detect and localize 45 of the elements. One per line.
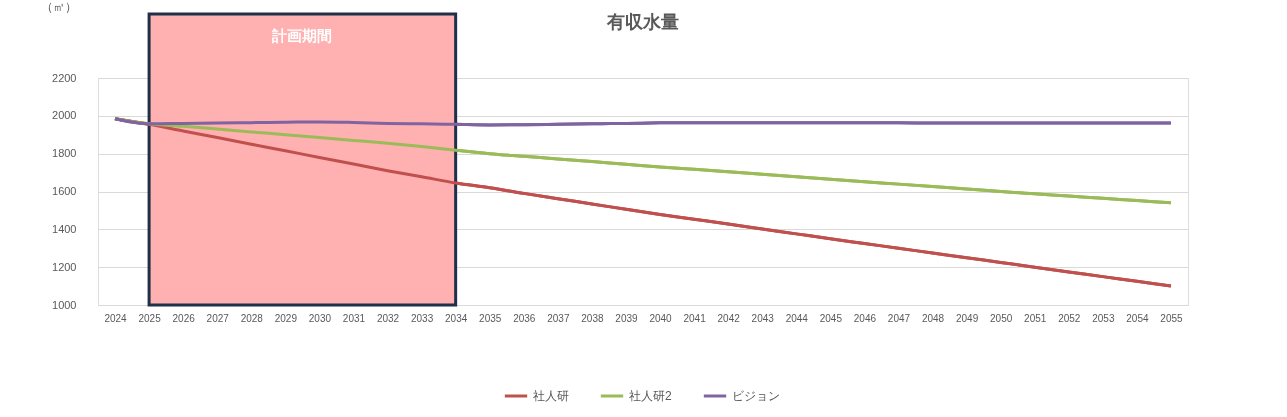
x-tick-label: 2042 bbox=[717, 312, 741, 324]
x-tick-label: 2025 bbox=[138, 312, 162, 324]
legend-label: 社人研2 bbox=[629, 389, 672, 403]
legend-label: 社人研 bbox=[533, 389, 569, 403]
x-tick-label: 2036 bbox=[513, 312, 536, 324]
x-tick-label: 2050 bbox=[990, 312, 1013, 324]
y-tick-label: 2200 bbox=[52, 71, 77, 84]
y-tick-label: 1600 bbox=[52, 185, 77, 197]
x-tick-label: 2054 bbox=[1126, 312, 1149, 324]
y-tick-label: 1800 bbox=[52, 147, 77, 160]
x-tick-label: 2024 bbox=[104, 312, 128, 324]
x-tick-label: 2049 bbox=[955, 312, 979, 324]
x-tick-label: 2031 bbox=[342, 312, 366, 324]
x-tick-label: 2041 bbox=[683, 312, 707, 324]
band-label: 計画期間 bbox=[271, 27, 333, 44]
y-tick-label: 1200 bbox=[52, 260, 77, 273]
x-tick-label: 2033 bbox=[410, 312, 434, 324]
x-tick-label: 2053 bbox=[1092, 312, 1115, 324]
x-tick-label: 2044 bbox=[785, 312, 809, 324]
x-tick-label: 2051 bbox=[1024, 312, 1047, 324]
x-tick-label: 2043 bbox=[751, 312, 775, 324]
y-tick-label: 1400 bbox=[52, 222, 77, 235]
x-tick-label: 2037 bbox=[547, 312, 570, 324]
x-tick-label: 2039 bbox=[615, 312, 639, 324]
y-tick-label: 2000 bbox=[52, 109, 77, 122]
x-tick-label: 2045 bbox=[819, 312, 843, 324]
x-tick-label: 2055 bbox=[1160, 312, 1184, 324]
legend-label: ビジョン bbox=[732, 389, 780, 403]
y-tick-label: 1000 bbox=[52, 298, 77, 311]
x-tick-label: 2052 bbox=[1058, 312, 1081, 324]
x-tick-label: 2035 bbox=[479, 312, 502, 324]
x-tick-label: 2040 bbox=[649, 312, 673, 324]
x-tick-label: 2048 bbox=[921, 312, 945, 324]
x-tick-label: 2032 bbox=[376, 312, 400, 324]
x-tick-label: 2047 bbox=[887, 312, 911, 324]
x-tick-label: 2034 bbox=[445, 312, 468, 324]
x-tick-label: 2046 bbox=[853, 312, 877, 324]
x-tick-label: 2028 bbox=[240, 312, 264, 324]
x-tick-label: 2027 bbox=[206, 312, 230, 324]
chart-title: 有収水量 bbox=[606, 12, 679, 32]
x-tick-label: 2038 bbox=[581, 312, 604, 324]
x-tick-label: 2029 bbox=[274, 312, 298, 324]
x-tick-label: 2030 bbox=[308, 312, 332, 324]
x-tick-label: 2026 bbox=[172, 312, 196, 324]
y-axis-title: （㎥） bbox=[40, 0, 77, 14]
